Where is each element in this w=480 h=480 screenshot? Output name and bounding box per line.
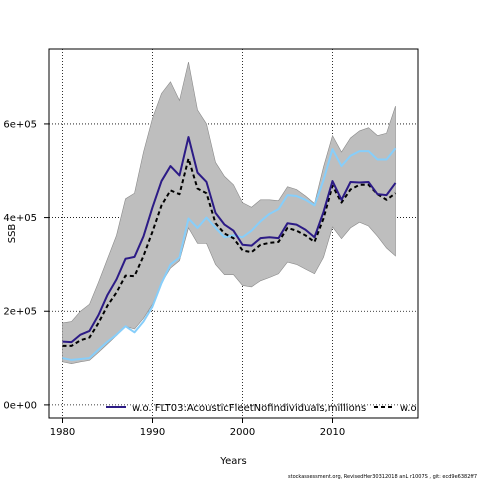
x-axis-title: Years bbox=[219, 456, 246, 467]
y-tick-label: 0e+00 bbox=[3, 400, 37, 411]
x-tick-label: 1980 bbox=[50, 427, 75, 438]
legend: w.o. FLT03:AcousticFleetNofindividuals,m… bbox=[106, 403, 420, 414]
y-axis-title: SSB bbox=[7, 224, 18, 244]
x-tick-label: 1990 bbox=[140, 427, 165, 438]
axes: 1980 1990 2000 2010 0e+00 2e+05 4e+05 6e+05 bbox=[3, 119, 345, 438]
footer-credit: stockassessment.org, RevisedHer30312018 … bbox=[288, 474, 477, 480]
series-layer bbox=[62, 136, 397, 361]
y-tick-label: 6e+05 bbox=[3, 119, 37, 130]
y-tick-label: 2e+05 bbox=[3, 307, 37, 318]
series-line-3 bbox=[62, 147, 397, 361]
plot-frame bbox=[48, 48, 419, 419]
series-line-2 bbox=[62, 157, 397, 347]
confidence-band bbox=[62, 62, 396, 364]
x-tick-label: 2010 bbox=[320, 427, 345, 438]
series-line-1 bbox=[62, 136, 397, 344]
legend-label-1: w.o. FLT03:AcousticFleetNofindividuals,m… bbox=[132, 403, 366, 414]
confidence-band-layer bbox=[62, 62, 396, 364]
legend-label-2: w.o. bbox=[400, 403, 420, 414]
y-tick-label: 4e+05 bbox=[3, 213, 37, 224]
x-tick-label: 2000 bbox=[230, 427, 255, 438]
